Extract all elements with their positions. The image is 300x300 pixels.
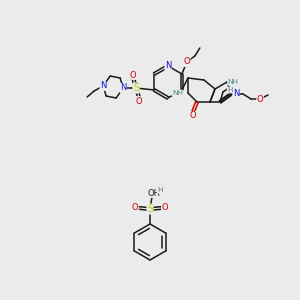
Text: OH: OH (148, 188, 160, 197)
Text: NH: NH (172, 90, 183, 96)
Text: S: S (147, 204, 153, 214)
Text: N: N (120, 83, 126, 92)
Text: N: N (233, 89, 239, 98)
Text: N: N (100, 82, 106, 91)
Text: O: O (132, 203, 138, 212)
Text: O: O (184, 58, 190, 67)
Text: H: H (227, 87, 233, 93)
Text: O: O (130, 70, 136, 80)
Text: O: O (162, 203, 168, 212)
Text: H: H (157, 187, 163, 193)
Text: O: O (190, 112, 196, 121)
Text: O: O (257, 94, 263, 103)
Text: O: O (136, 97, 142, 106)
Text: N: N (165, 61, 171, 70)
Text: S: S (133, 83, 139, 93)
Text: NH: NH (227, 79, 239, 85)
